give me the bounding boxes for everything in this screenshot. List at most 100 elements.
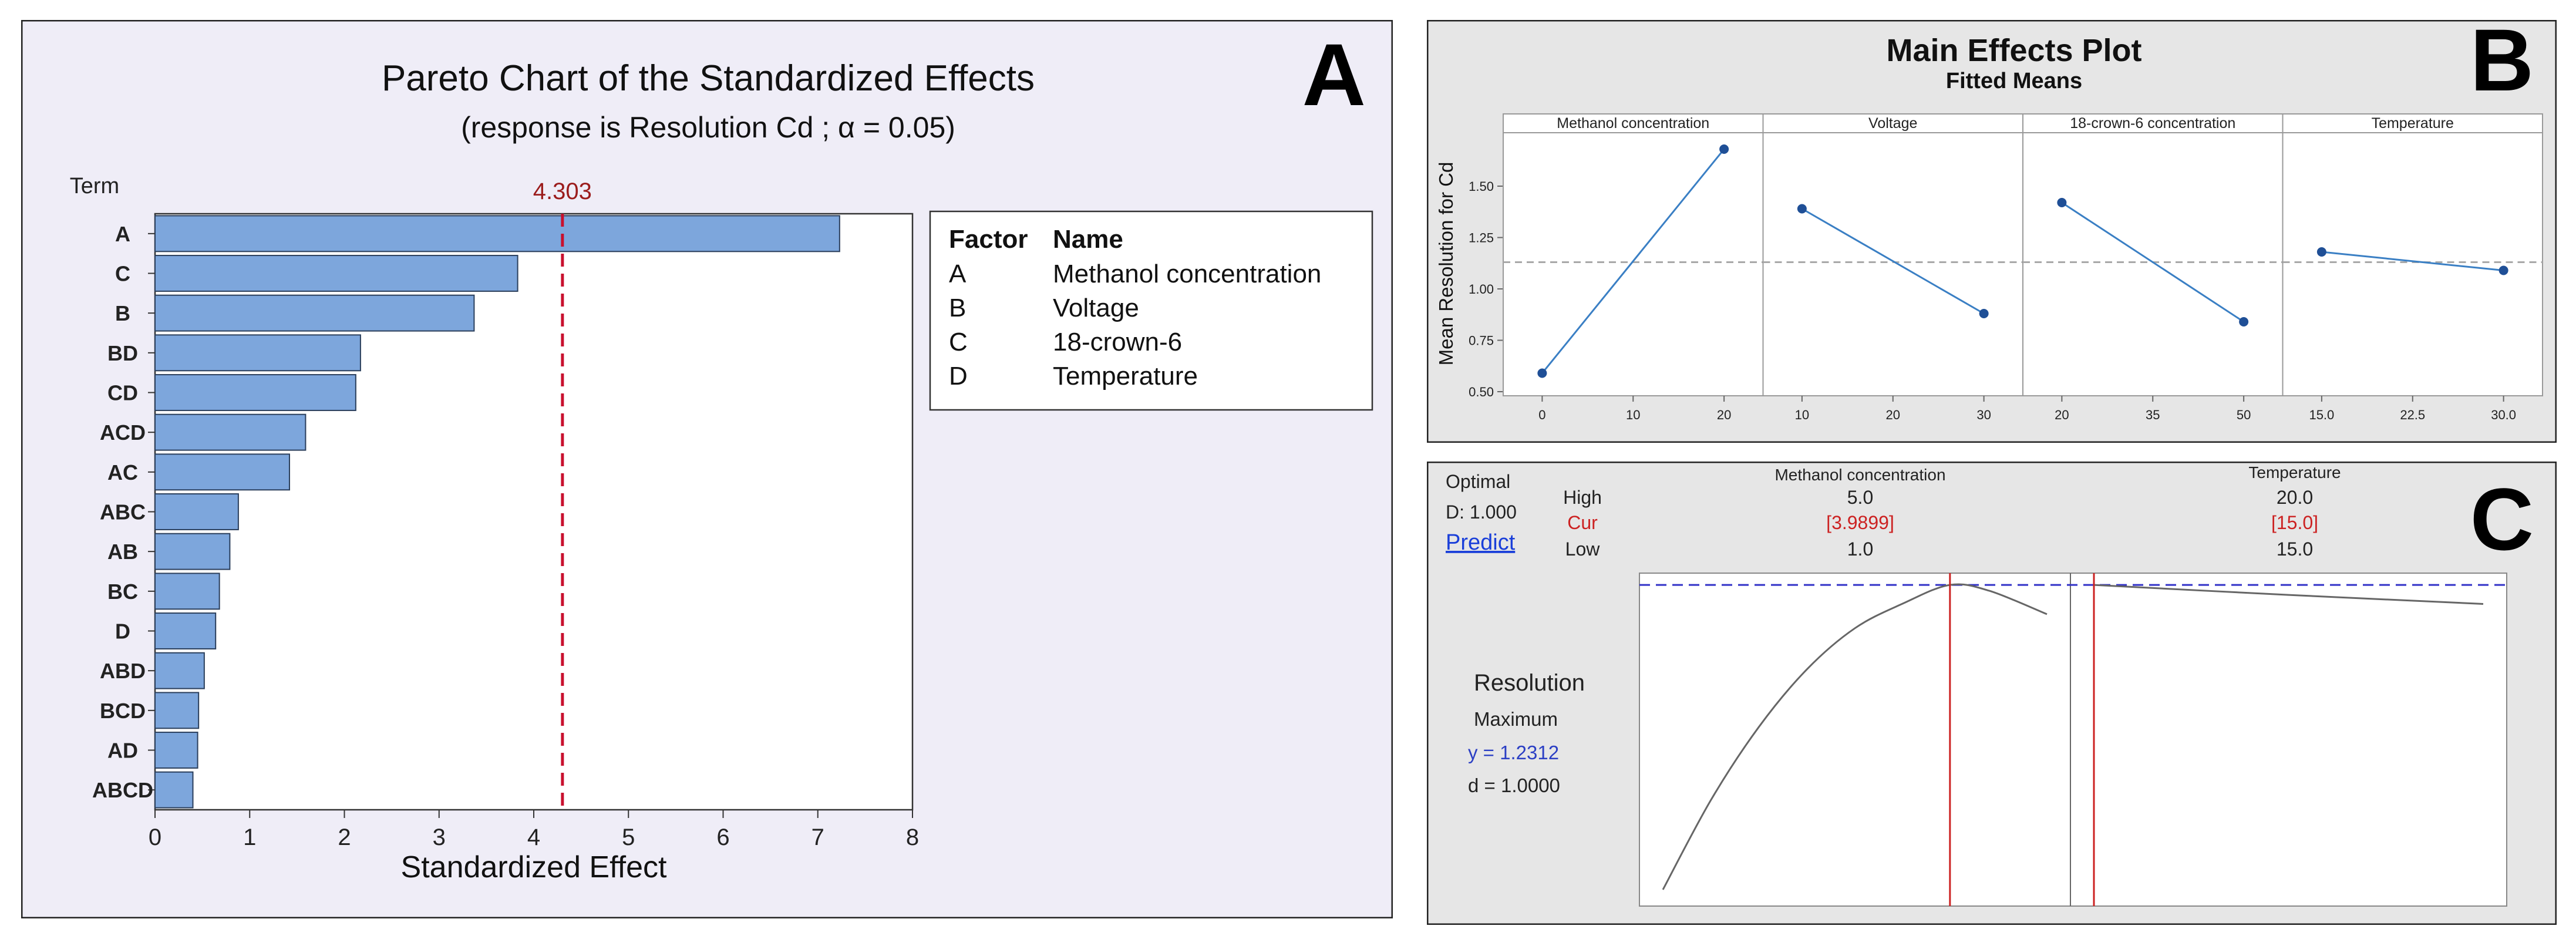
pareto-bar-abc	[154, 493, 239, 530]
pareto-bar-ab	[154, 533, 231, 570]
main-effect-line	[1541, 149, 1725, 374]
fitted-mean-point	[1797, 204, 1807, 214]
temperature-current: [15.0]	[2271, 512, 2318, 533]
main-effect-line	[2061, 201, 2244, 323]
fitted-mean-point	[1537, 368, 1547, 378]
x-tick-label: 1	[243, 824, 256, 850]
pareto-bar-d	[154, 612, 217, 649]
term-label-acd: ACD	[100, 420, 146, 445]
x-tick-label: 2	[338, 824, 351, 850]
term-label-a: A	[115, 222, 130, 246]
x-tick-label: 8	[906, 824, 919, 850]
x-tick-label: 20	[1886, 408, 1900, 422]
optimal-label: Optimal	[1446, 471, 1510, 492]
response-optimizer-panel: C Optimal D: 1.000 Predict High Cur Low …	[1427, 462, 2557, 925]
main-effects-panel: B Main Effects Plot Fitted Means Mean Re…	[1427, 20, 2557, 443]
main-effects-subtitle: Fitted Means	[1946, 69, 2082, 93]
pareto-bar-bc	[154, 573, 220, 610]
y-tick-label: 0.50	[1469, 385, 1494, 399]
term-label-d: D	[115, 620, 130, 644]
predicted-response-value: y = 1.2312	[1468, 742, 1559, 763]
legend-factor-c: C	[949, 328, 968, 356]
main-effect-line	[1801, 208, 1985, 315]
y-tick-label: 0.75	[1469, 334, 1494, 348]
optimizer-factor-methanol: Methanol concentration	[1774, 466, 1945, 484]
individual-desirability: d = 1.0000	[1468, 775, 1560, 796]
factor-legend-box	[929, 210, 1373, 411]
pareto-subtitle: (response is Resolution Cd ; α = 0.05)	[461, 111, 955, 144]
pareto-bar-c	[154, 255, 518, 292]
pareto-title: Pareto Chart of the Standardized Effects	[382, 58, 1035, 99]
subplot-title: Methanol concentration	[1557, 115, 1709, 132]
pareto-bar-acd	[154, 413, 307, 451]
response-name: Resolution	[1474, 670, 1585, 696]
methanol-current: [3.9899]	[1826, 512, 1894, 533]
main-effects-y-axis: 0.50 0.75 1.00 1.25 1.50	[1469, 179, 1503, 399]
significance-reference-label: 4.303	[533, 179, 592, 204]
x-tick-label: 22.5	[2400, 408, 2425, 422]
fitted-mean-point	[2316, 247, 2326, 257]
row-label-cur: Cur	[1567, 512, 1598, 533]
y-tick-label: 1.50	[1469, 179, 1494, 194]
optimizer-curves	[1639, 573, 2507, 906]
x-tick-label: 30	[1976, 408, 1991, 422]
methanol-low: 1.0	[1847, 538, 1873, 560]
x-tick-label: 4	[527, 824, 540, 850]
legend-name-b: Voltage	[1053, 294, 1139, 322]
response-curve	[1662, 583, 2048, 890]
legend-factor-b: B	[949, 294, 966, 322]
x-tick-label: 0	[149, 824, 161, 850]
y-tick-label: 1.25	[1469, 231, 1494, 245]
main-effects-subplot: Temperature 15.0 22.5 30.0	[2282, 113, 2543, 422]
fitted-mean-point	[1719, 144, 1729, 154]
legend-header-name: Name	[1053, 225, 1123, 254]
pareto-bars	[154, 215, 840, 809]
pareto-bar-abcd	[154, 771, 194, 809]
predict-link[interactable]: Predict	[1446, 530, 1516, 555]
x-tick-label: 0	[1538, 408, 1545, 422]
subplot-frame	[2282, 113, 2543, 396]
term-label-ad: AD	[107, 739, 138, 763]
temperature-low: 15.0	[2277, 538, 2313, 560]
optimizer-plot-area	[1639, 573, 2507, 907]
x-tick-label: 5	[622, 824, 635, 850]
term-label-abcd: ABCD	[92, 778, 153, 802]
fitted-mean-point	[2057, 198, 2067, 207]
pareto-bar-ac	[154, 453, 290, 491]
response-curve	[2093, 584, 2484, 605]
subplot-frame	[1503, 113, 1764, 396]
term-label-ab: AB	[107, 540, 138, 564]
legend-name-d: Temperature	[1053, 362, 1198, 390]
pareto-bar-cd	[154, 374, 356, 411]
legend-factor-d: D	[949, 362, 968, 390]
optimizer-factor-temperature: Temperature	[2248, 463, 2341, 482]
main-effects-y-axis-label: Mean Resolution for Cd	[1435, 162, 1457, 366]
term-label-bcd: BCD	[100, 699, 146, 723]
legend-factor-a: A	[949, 260, 967, 288]
subplot-frame	[1762, 113, 2023, 396]
x-tick-label: 10	[1795, 408, 1809, 422]
pareto-bar-a	[154, 215, 840, 253]
legend-name-c: 18-crown-6	[1053, 328, 1182, 356]
term-label-b: B	[115, 301, 130, 325]
term-label-bc: BC	[107, 580, 138, 604]
fitted-mean-point	[1979, 309, 1989, 318]
subplot-title: Temperature	[2372, 115, 2454, 132]
term-label-abd: ABD	[100, 659, 146, 683]
subplot-title: 18-crown-6 concentration	[2070, 115, 2235, 132]
main-effects-subplots: Methanol concentration 0 10 20 Voltage 10 20 30…	[1503, 113, 2543, 422]
legend-name-a: Methanol concentration	[1053, 260, 1321, 288]
panel-letter-c: C	[2470, 470, 2534, 568]
pareto-bar-b	[154, 294, 475, 332]
y-tick-label: 1.00	[1469, 282, 1494, 297]
term-label-ac: AC	[107, 460, 138, 484]
x-tick-label: 3	[433, 824, 446, 850]
fitted-mean-point	[2498, 265, 2508, 275]
x-tick-label: 20	[2055, 408, 2069, 422]
pareto-chart-panel: A Pareto Chart of the Standardized Effec…	[21, 20, 1393, 918]
row-label-low: Low	[1565, 538, 1601, 560]
term-label-c: C	[115, 262, 130, 286]
pareto-x-axis-label: Standardized Effect	[401, 850, 667, 884]
pareto-bar-abd	[154, 652, 205, 689]
